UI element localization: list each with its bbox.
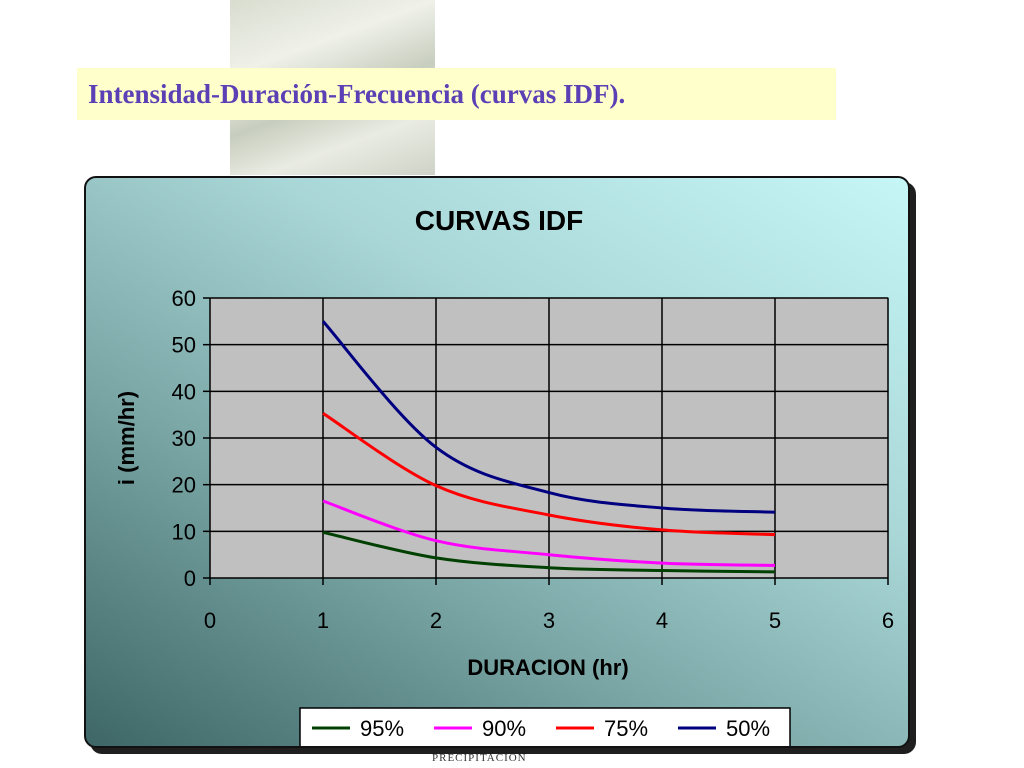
footer-text: PRECIPITACION	[432, 752, 527, 764]
series-line-75pct	[322, 412, 776, 537]
y-tick-label: 60	[172, 286, 196, 311]
x-tick-label: 3	[543, 608, 555, 633]
series-line-95pct	[322, 530, 776, 574]
title-box: Intensidad-Duración-Frecuencia (curvas I…	[77, 68, 836, 120]
chart-title: CURVAS IDF	[415, 205, 584, 236]
page-title: Intensidad-Duración-Frecuencia (curvas I…	[88, 78, 626, 109]
y-tick-label: 10	[172, 519, 196, 544]
x-tick-label: 5	[769, 608, 781, 633]
legend-label: 90%	[482, 716, 526, 741]
axes: 0 10 20 30 40 50 60 0 1 2 3 4 5 6	[172, 286, 895, 633]
chart-panel: CURVAS IDF 0 10 20 30 40 50 60 0 1 2 3 4 5 6 DURACION…	[84, 176, 910, 748]
y-tick-label: 30	[172, 426, 196, 451]
y-tick-label: 20	[172, 473, 196, 498]
y-tick-label: 40	[172, 379, 196, 404]
series-line-50pct	[321, 320, 776, 514]
idf-chart: CURVAS IDF 0 10 20 30 40 50 60 0 1 2 3 4 5 6 DURACION…	[114, 205, 895, 746]
x-tick-label: 4	[656, 608, 668, 633]
y-axis-label: i (mm/hr)	[114, 391, 139, 485]
y-tick-label: 50	[172, 333, 196, 358]
x-tick-label: 6	[882, 608, 894, 633]
series-line-90pct	[322, 499, 776, 567]
y-tick-label: 0	[184, 566, 196, 591]
x-tick-label: 2	[430, 608, 442, 633]
x-tick-label: 1	[317, 608, 329, 633]
x-axis-label: DURACION (hr)	[467, 655, 628, 680]
series-lines	[321, 320, 776, 574]
x-tick-label: 0	[204, 608, 216, 633]
legend-label: 95%	[360, 716, 404, 741]
legend-entries: 95% 90% 75% 50%	[312, 716, 770, 741]
legend: 95% 90% 75% 50%	[299, 707, 791, 746]
legend-label: 75%	[604, 716, 648, 741]
legend-label: 50%	[726, 716, 770, 741]
